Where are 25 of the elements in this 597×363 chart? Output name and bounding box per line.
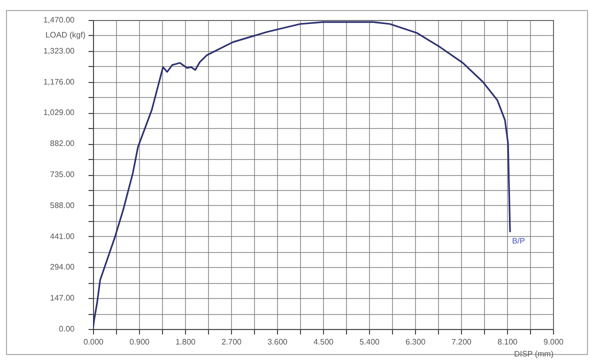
x-tick-label: 8.100 (497, 338, 518, 346)
x-tick-label: 3.600 (267, 338, 288, 346)
x-axis-title: DISP (mm) (514, 350, 554, 358)
x-tick-label: 5.400 (359, 338, 380, 346)
y-tick-label: 882.00 (50, 139, 76, 148)
y-tick-label: 1,176.00 (43, 77, 76, 86)
y-tick-label: 147.00 (50, 294, 76, 303)
y-tick-label: 1,470.00 (43, 16, 76, 24)
x-tick-label: 7.200 (451, 338, 472, 346)
x-tick-label: 0.000 (83, 338, 104, 346)
y-tick-label: 588.00 (50, 200, 76, 210)
annotation: B/P (512, 236, 525, 246)
x-tick-label: 6.300 (405, 338, 426, 346)
y-tick-label: 294.00 (50, 262, 76, 272)
x-tick-label: 9.000 (543, 338, 564, 346)
y-tick-label: 1,029.00 (43, 108, 76, 118)
y-tick-label: 1,323.00 (43, 46, 76, 56)
y-tick-label: 0.00 (58, 324, 76, 334)
x-tick-label: 1.800 (175, 338, 196, 346)
y-tick-label: 441.00 (50, 232, 76, 241)
x-tick-label: 4.500 (313, 338, 334, 346)
x-tick-label: 2.700 (221, 338, 242, 346)
x-tick-label: 0.900 (129, 338, 150, 346)
y-tick-label: 735.00 (50, 170, 76, 179)
y-axis-title: LOAD (kgf) (45, 30, 86, 40)
